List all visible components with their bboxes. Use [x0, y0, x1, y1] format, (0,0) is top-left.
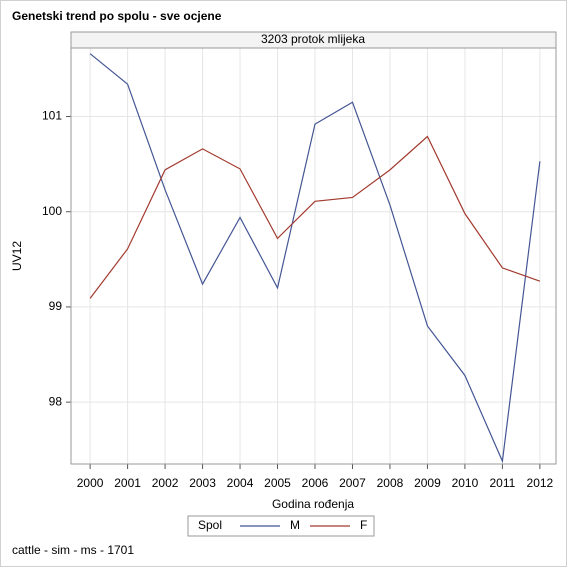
x-tick-label: 2000: [77, 476, 104, 490]
y-tick-label: 101: [42, 109, 62, 123]
x-tick-label: 2008: [377, 476, 404, 490]
panel-title: 3203 protok mlijeka: [261, 32, 365, 46]
y-tick-label: 99: [49, 299, 63, 313]
legend-title: Spol: [198, 518, 222, 532]
x-tick-label: 2010: [452, 476, 479, 490]
x-tick-label: 2004: [227, 476, 254, 490]
legend-box: [187, 515, 375, 537]
data-line: [89, 135, 541, 299]
x-tick-label: 2012: [527, 476, 554, 490]
x-tick-label: 2005: [264, 476, 291, 490]
x-tick-label: 2007: [339, 476, 366, 490]
y-axis-label: UV12: [10, 241, 24, 271]
footnote: cattle - sim - ms - 1701: [12, 543, 134, 557]
y-tick-label: 100: [42, 204, 62, 218]
x-tick-label: 2001: [114, 476, 141, 490]
y-tick-label: 98: [49, 394, 63, 408]
legend-label: M: [290, 518, 300, 532]
x-tick-label: 2009: [414, 476, 441, 490]
chart-title: Genetski trend po spolu - sve ocjene: [12, 9, 222, 23]
x-tick-label: 2003: [189, 476, 216, 490]
plot-frame: [70, 47, 557, 465]
x-tick-label: 2006: [302, 476, 329, 490]
x-tick-label: 2002: [152, 476, 179, 490]
legend-label: F: [360, 518, 367, 532]
x-axis-label: Godina rođenja: [272, 497, 354, 511]
x-tick-label: 2011: [489, 476, 515, 490]
data-line: [89, 53, 541, 464]
